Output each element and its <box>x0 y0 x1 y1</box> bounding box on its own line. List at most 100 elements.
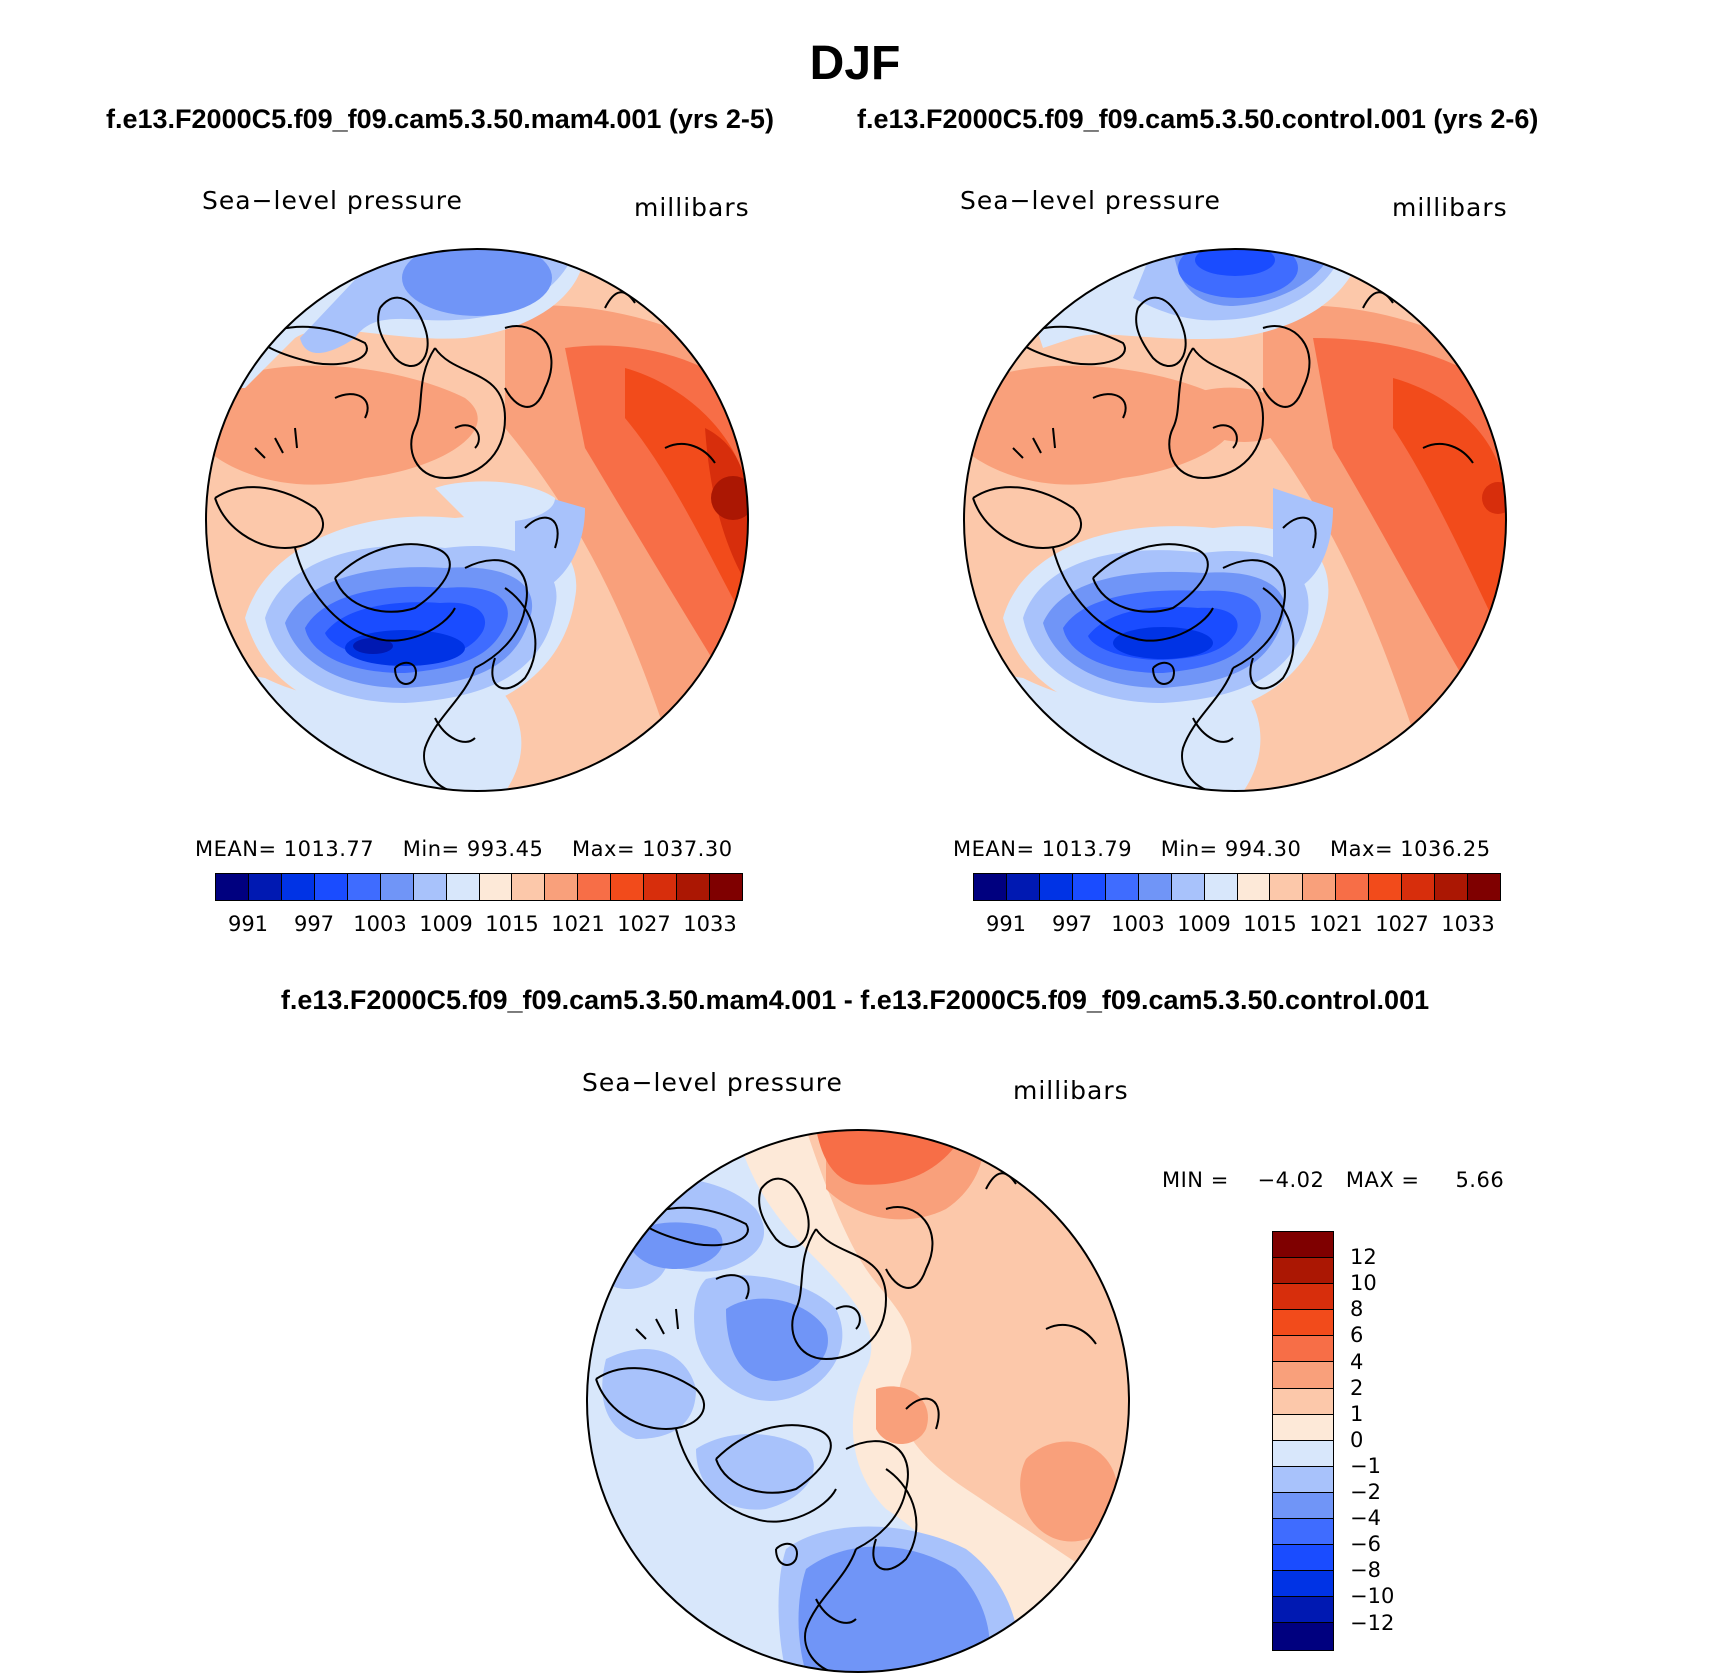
colorbar-3-tick-label: 0 <box>1350 1427 1364 1452</box>
panel-1-min-value: 993.45 <box>466 837 544 861</box>
colorbar-2-tick-label: 1033 <box>1441 912 1495 936</box>
panel-1-stats: MEAN= 1013.77 Min= 993.45 Max= 1037.30 <box>195 837 733 861</box>
colorbar-2-swatch <box>1237 874 1271 900</box>
colorbar-1-swatch <box>677 874 711 900</box>
panel-1-variable: Sea−level pressure <box>202 186 463 215</box>
colorbar-1-tick-label: 1003 <box>353 912 407 936</box>
panel-2-min-value: 994.30 <box>1224 837 1302 861</box>
panel-2-mean-label: MEAN= <box>953 837 1035 861</box>
colorbar-2-tick-label: 1003 <box>1111 912 1165 936</box>
colorbar-2-swatch <box>1435 874 1469 900</box>
colorbar-1-swatch <box>611 874 645 900</box>
colorbar-3-swatch <box>1273 1388 1333 1415</box>
panel-2-max-value: 1036.25 <box>1400 837 1491 861</box>
colorbar-3-swatch <box>1273 1545 1333 1572</box>
colorbar-3-swatch <box>1273 1466 1333 1493</box>
colorbar-1-tick-label: 991 <box>227 912 269 936</box>
panel-1-map <box>205 248 749 792</box>
colorbar-2-tick-label: 1015 <box>1243 912 1297 936</box>
colorbar-3-tick-label: −6 <box>1350 1532 1381 1557</box>
colorbar-3-swatch <box>1273 1232 1333 1259</box>
colorbar-3-swatch <box>1273 1519 1333 1546</box>
panel-1-max-label: Max= <box>572 837 636 861</box>
colorbar-1-swatch <box>479 874 513 900</box>
colorbar-1-tick-label: 1021 <box>551 912 605 936</box>
colorbar-3-tick-label: 4 <box>1350 1349 1364 1374</box>
colorbar-3-tick-label: −12 <box>1350 1610 1395 1635</box>
colorbar-3-tick-label: 10 <box>1350 1271 1377 1296</box>
panel-3-max-label: MAX = <box>1345 1168 1420 1192</box>
panel-2-min-label: Min= <box>1160 837 1218 861</box>
difference-title: f.e13.F2000C5.f09_f09.cam5.3.50.mam4.001… <box>280 985 1430 1015</box>
colorbar-3-swatch <box>1273 1440 1333 1467</box>
panel-2-max-label: Max= <box>1330 837 1394 861</box>
colorbar-2-tick-label: 1009 <box>1177 912 1231 936</box>
colorbar-2-swatch <box>1270 874 1304 900</box>
colorbar-1-swatch <box>644 874 678 900</box>
colorbar-3-swatch <box>1273 1597 1333 1624</box>
colorbar-3-swatch <box>1273 1310 1333 1337</box>
colorbar-2-swatch <box>974 874 1007 900</box>
panel-2-colorbar <box>973 873 1501 901</box>
colorbar-1-swatch <box>578 874 612 900</box>
panel-2-stats: MEAN= 1013.79 Min= 994.30 Max= 1036.25 <box>953 837 1491 861</box>
colorbar-1-swatch <box>248 874 282 900</box>
colorbar-2-swatch <box>1072 874 1106 900</box>
colorbar-3-tick-label: 6 <box>1350 1323 1364 1348</box>
colorbar-1-tick-label: 997 <box>293 912 335 936</box>
panel-2-mean-value: 1013.79 <box>1041 837 1133 861</box>
colorbar-1-swatch <box>281 874 315 900</box>
colorbar-1-swatch <box>314 874 348 900</box>
colorbar-2-swatch <box>1171 874 1205 900</box>
panel-3-min-label: MIN = <box>1162 1168 1229 1192</box>
colorbar-3-swatch <box>1273 1284 1333 1311</box>
colorbar-1-swatch <box>380 874 414 900</box>
panel-3-colorbar <box>1272 1231 1334 1651</box>
colorbar-2-tick-label: 1021 <box>1309 912 1363 936</box>
colorbar-2-tick-label: 997 <box>1051 912 1093 936</box>
panel-3-max-value: 5.66 <box>1455 1168 1505 1192</box>
colorbar-2-tick-label: 1027 <box>1375 912 1429 936</box>
colorbar-1-swatch <box>216 874 249 900</box>
colorbar-2-swatch <box>1039 874 1073 900</box>
colorbar-2-swatch <box>1204 874 1238 900</box>
colorbar-2-swatch <box>1303 874 1337 900</box>
colorbar-1-tick-label: 1033 <box>683 912 737 936</box>
colorbar-3-tick-label: −1 <box>1350 1453 1381 1478</box>
panel-3-stats: MIN = −4.02 MAX = 5.66 <box>1162 1168 1504 1192</box>
panel-3-map <box>586 1129 1130 1673</box>
colorbar-3-swatch <box>1273 1258 1333 1285</box>
subtitle-case-right: f.e13.F2000C5.f09_f09.cam5.3.50.control.… <box>857 104 1539 134</box>
colorbar-2-swatch <box>1336 874 1370 900</box>
panel-1-mean-value: 1013.77 <box>283 837 375 861</box>
colorbar-1-tick-label: 1015 <box>485 912 539 936</box>
colorbar-1-swatch <box>347 874 381 900</box>
colorbar-1-swatch <box>545 874 579 900</box>
colorbar-2-swatch <box>1105 874 1139 900</box>
panel-1-max-value: 1037.30 <box>642 837 733 861</box>
colorbar-3-swatch <box>1273 1623 1333 1650</box>
subtitle-case-left: f.e13.F2000C5.f09_f09.cam5.3.50.mam4.001… <box>106 104 774 134</box>
panel-1-mean-label: MEAN= <box>195 837 277 861</box>
panel-1-colorbar <box>215 873 743 901</box>
colorbar-3-swatch <box>1273 1336 1333 1363</box>
colorbar-2-swatch <box>1138 874 1172 900</box>
colorbar-3-tick-label: 1 <box>1350 1401 1364 1426</box>
colorbar-3-swatch <box>1273 1571 1333 1598</box>
colorbar-3-swatch <box>1273 1362 1333 1389</box>
colorbar-1-tick-label: 1027 <box>617 912 671 936</box>
colorbar-2-tick-label: 991 <box>985 912 1027 936</box>
colorbar-1-tick-label: 1009 <box>419 912 473 936</box>
colorbar-3-tick-label: −10 <box>1350 1584 1395 1609</box>
panel-3-min-value: −4.02 <box>1257 1168 1325 1192</box>
panel-2-map <box>963 248 1507 792</box>
colorbar-1-swatch <box>710 874 742 900</box>
colorbar-2-swatch <box>1369 874 1403 900</box>
panel-3-variable: Sea−level pressure <box>582 1068 843 1097</box>
colorbar-1-swatch <box>512 874 546 900</box>
panel-1-units: millibars <box>634 193 750 222</box>
colorbar-3-tick-label: 12 <box>1350 1245 1377 1270</box>
colorbar-3-tick-label: 2 <box>1350 1375 1364 1400</box>
colorbar-3-tick-label: 8 <box>1350 1297 1364 1322</box>
panel-2-variable: Sea−level pressure <box>960 186 1221 215</box>
